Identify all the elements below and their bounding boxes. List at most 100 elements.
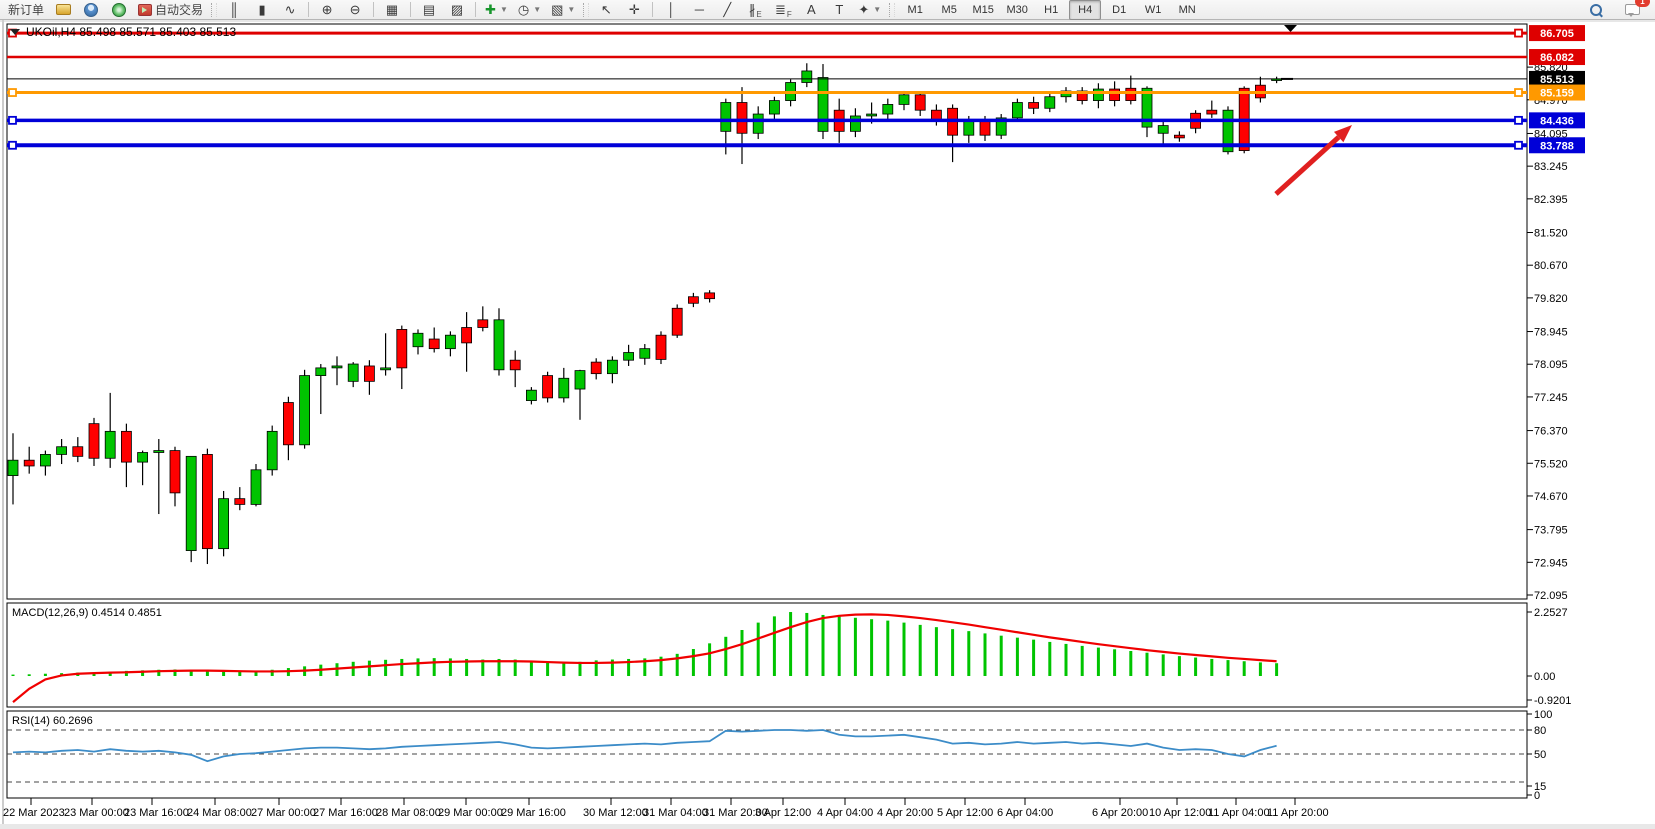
candle <box>234 487 246 511</box>
chart-background <box>0 20 1655 824</box>
candle <box>428 327 440 353</box>
candle <box>218 490 230 557</box>
trendline-button[interactable]: ╱ <box>714 0 740 20</box>
candle-body <box>607 359 618 375</box>
deposit-icon[interactable] <box>50 0 76 20</box>
candle <box>104 392 116 468</box>
price-tick-label: 75.520 <box>1534 458 1568 470</box>
candle-body <box>412 332 424 348</box>
price-badge-label: 86.082 <box>1540 52 1574 64</box>
price-badge: 85.513 <box>1529 70 1585 87</box>
timeframe-m15-button[interactable]: M15 <box>972 3 994 16</box>
chevron-down-icon[interactable]: ▼ <box>499 5 508 14</box>
candle-body <box>1174 134 1185 139</box>
line-chart-button[interactable]: ∿ <box>277 0 303 20</box>
candle-body <box>574 370 586 390</box>
candle <box>801 63 813 88</box>
vertical-line-button[interactable]: │ <box>658 0 684 20</box>
new-order-button[interactable]: 新订单 <box>4 0 48 20</box>
community-icon[interactable] <box>78 0 104 20</box>
bar-chart-button[interactable]: ║ <box>221 0 247 20</box>
price-badge: 85.159 <box>1529 84 1585 101</box>
candle-body <box>1093 88 1104 101</box>
equidistant-channel-button[interactable]: ∦ E <box>742 0 768 20</box>
candle-body <box>688 296 699 304</box>
candle-body <box>963 119 975 136</box>
cursor-button[interactable]: ↖ <box>593 0 619 20</box>
candle-body <box>1222 109 1234 153</box>
timeframe-w1-button[interactable]: W1 <box>1144 3 1162 16</box>
zoom-out-button[interactable]: ⊖ <box>342 0 368 20</box>
text-button[interactable]: A <box>798 0 824 20</box>
time-tick-label: 23 Mar 16:00 <box>124 807 189 819</box>
candle-body <box>931 109 942 121</box>
data-window-button[interactable]: ▨ <box>444 0 470 20</box>
line-anchor-handle[interactable] <box>8 115 17 125</box>
add-indicator-button[interactable]: ✚ ▼ <box>481 0 512 20</box>
time-tick-label: 4 Apr 04:00 <box>817 807 873 819</box>
candle <box>882 98 894 120</box>
timeframe-d1-button[interactable]: D1 <box>1112 3 1127 16</box>
search-button[interactable] <box>1583 0 1609 20</box>
candle <box>769 96 780 122</box>
candle <box>1157 121 1169 145</box>
indicator-window-button[interactable]: ▤ <box>416 0 442 20</box>
period-clock-button[interactable]: ◷ ▼ <box>514 0 545 20</box>
chevron-down-icon[interactable]: ▼ <box>533 5 542 14</box>
price-badge-bg <box>1529 84 1585 101</box>
line-anchor-handle[interactable] <box>1514 88 1523 97</box>
line-anchor-handle[interactable] <box>8 140 17 150</box>
time-tick-label: 10 Apr 12:00 <box>1149 807 1211 819</box>
rsi-scale-label: 0 <box>1534 790 1540 802</box>
candle <box>72 437 84 463</box>
autotrade-button[interactable]: 自动交易 <box>134 0 207 20</box>
candle <box>23 446 35 474</box>
equidistant-channel-glyph-icon: ∦ <box>748 2 756 17</box>
timeframe-h4-button[interactable]: H4 <box>1069 0 1102 20</box>
timeframe-m1-button[interactable]: M1 <box>907 3 923 16</box>
arrows-shapes-button[interactable]: ✦ ▼ <box>854 0 885 20</box>
chevron-down-icon[interactable]: ▼ <box>567 5 576 14</box>
time-tick-label: 3 Apr 12:00 <box>755 807 811 819</box>
template-button[interactable]: ▧ ▼ <box>547 0 579 20</box>
crosshair-button[interactable]: ✛ <box>621 0 647 20</box>
line-anchor-handle[interactable] <box>8 88 17 97</box>
time-tick-label: 6 Apr 20:00 <box>1092 807 1148 819</box>
line-anchor-handle[interactable] <box>1514 115 1523 125</box>
zoom-in-button[interactable]: ⊕ <box>314 0 340 20</box>
chat-icon <box>1624 4 1640 17</box>
signals-icon[interactable] <box>106 0 132 20</box>
time-tick-label: 6 Apr 04:00 <box>997 807 1053 819</box>
signals-icon-icon <box>112 2 127 17</box>
candle <box>250 464 262 507</box>
line-anchor-handle[interactable] <box>1514 140 1523 150</box>
timeframe-mn-button[interactable]: MN <box>1178 3 1196 16</box>
horizontal-line-button[interactable]: ─ <box>686 0 712 20</box>
timeframe-m5-button[interactable]: M5 <box>941 3 957 16</box>
chevron-down-icon[interactable]: ▼ <box>873 5 882 14</box>
scroll-marker-icon <box>1284 25 1297 32</box>
symbol-dropdown-icon[interactable] <box>10 29 20 35</box>
text-label-button[interactable]: T <box>826 0 852 20</box>
fibonacci-button[interactable]: ≣ F <box>770 0 796 20</box>
candle <box>1206 100 1218 118</box>
candlestick-chart-button[interactable]: ▮ <box>249 0 275 20</box>
annotation-arrow[interactable] <box>1274 125 1352 196</box>
candle <box>153 439 165 515</box>
chart-canvas[interactable]: UKOil,H4 85.498 85.571 85.403 85.513 MACD… <box>0 20 1655 824</box>
tile-windows-button[interactable]: ▦ <box>379 0 405 20</box>
timeframe-m30-button[interactable]: M30 <box>1006 3 1028 16</box>
notifications-button[interactable]: 1 <box>1619 0 1650 20</box>
line-anchor-handle[interactable] <box>1514 28 1523 38</box>
zoom-in-glyph-icon: ⊕ <box>321 2 333 17</box>
notification-badge: 1 <box>1635 0 1650 7</box>
text-glyph-icon: A <box>807 2 816 17</box>
timeframe-h1-button[interactable]: H1 <box>1044 3 1059 16</box>
time-tick-label: 29 Mar 00:00 <box>438 807 503 819</box>
candle <box>40 450 51 476</box>
price-tick-label: 77.245 <box>1534 392 1568 404</box>
autotrade-icon <box>138 3 153 16</box>
arrow-shaft <box>1274 135 1341 196</box>
candle-body <box>380 367 392 371</box>
candle <box>526 387 537 405</box>
